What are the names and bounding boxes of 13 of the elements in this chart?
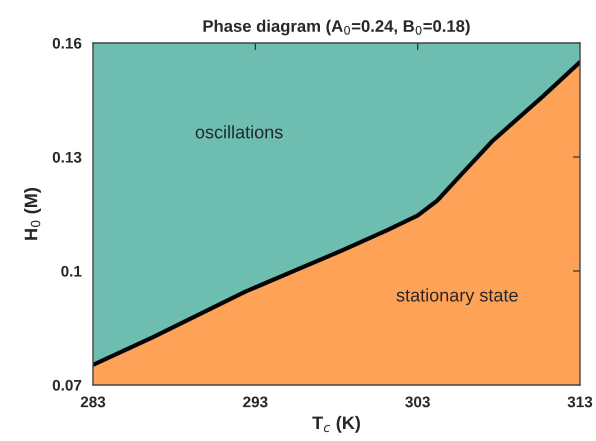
y-tick-label: 0.1 [61, 266, 82, 277]
annotation: stationary state [396, 288, 518, 306]
x-tick-label: 293 [243, 396, 268, 408]
x-tick-label: 283 [80, 396, 106, 408]
x-tick-label: 303 [405, 396, 430, 408]
y-tick-label: 0.13 [52, 152, 82, 163]
y-tick-label: 0.16 [52, 38, 82, 49]
x-axis-title: T$_{c}$ (K) [312, 416, 360, 433]
x-tick-label: 313 [568, 396, 592, 408]
y-axis-title: H$_{0}$ (M) [24, 188, 41, 240]
chart-title: Phase diagram (A$_{0}$=0.24, B$_{0}$=0.18) [204, 20, 470, 36]
band-label: oscillations [196, 125, 283, 138]
y-tick-label: 0.07 [52, 380, 82, 391]
